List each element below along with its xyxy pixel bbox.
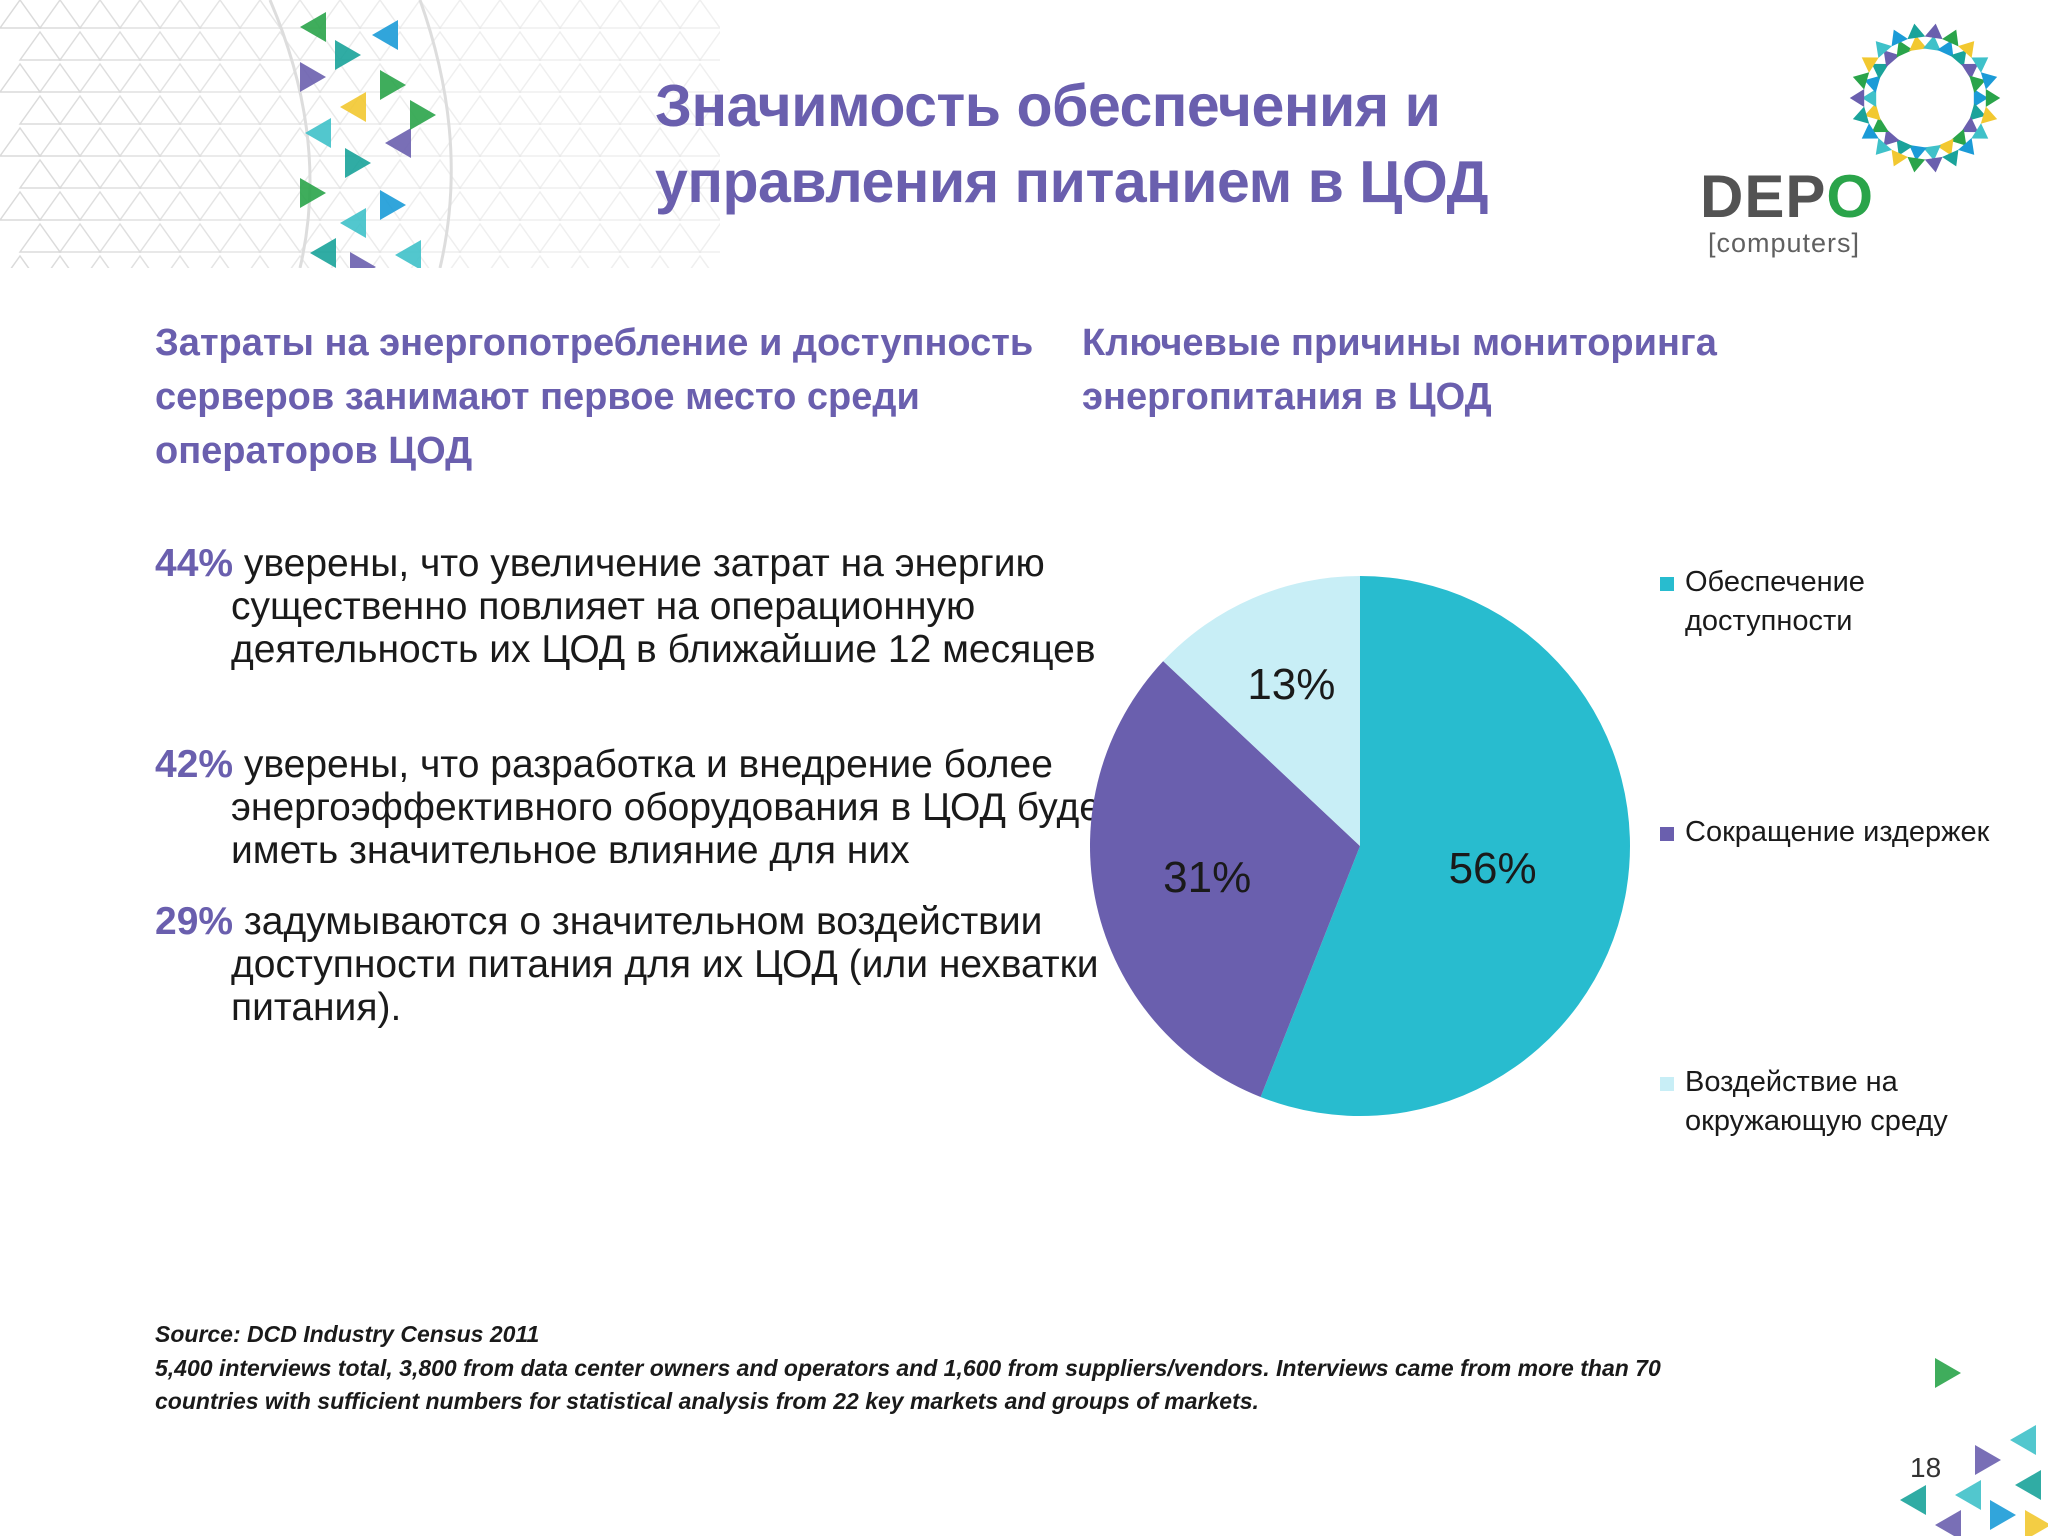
stat-item: 29% задумываются о значительном воздейст…: [155, 900, 1131, 1029]
page-number: 18: [1910, 1452, 1942, 1483]
decorative-pattern: [0, 0, 720, 268]
pie-slice: [1163, 576, 1360, 846]
pie-data-label: 13%: [1247, 660, 1335, 709]
pie-slice: [1260, 576, 1630, 1116]
legend-item: Сокращение издержек: [1660, 813, 2040, 852]
pie-slice: [1090, 661, 1360, 1098]
logo-wordmark-prefix: DEP: [1700, 163, 1827, 230]
source-note: 5,400 interviews total, 3,800 from data …: [155, 1355, 1661, 1414]
stat-percent: 44%: [155, 542, 234, 585]
legend-swatch: [1660, 827, 1674, 841]
stat-text: задумываются о значительном воздействии …: [231, 900, 1099, 1029]
stat-percent: 42%: [155, 743, 234, 786]
legend-label: Воздействие на окружающую среду: [1685, 1066, 1948, 1137]
legend-label: Обеспечение доступности: [1685, 566, 1865, 637]
stat-text: уверены, что увеличение затрат на энерги…: [231, 542, 1096, 671]
pie-chart: 56% 31% 13%: [1090, 576, 1630, 1116]
source-title: Source: DCD Industry Census 2011: [155, 1321, 540, 1347]
stat-item: 44% уверены, что увеличение затрат на эн…: [155, 542, 1131, 671]
slide-title-line-2: управления питанием в ЦОД: [655, 149, 1489, 215]
legend-item: Воздействие на окружающую среду: [1660, 1063, 2040, 1141]
chart-heading: Ключевые причины мониторинга энергопитан…: [1082, 322, 1717, 418]
stat-percent: 29%: [155, 900, 234, 943]
pie-data-label: 31%: [1163, 853, 1251, 902]
logo-wordmark-o: O: [1826, 163, 1875, 230]
pattern-grid: [0, 0, 720, 268]
pie-data-label: 56%: [1449, 844, 1537, 893]
legend-item: Обеспечение доступности: [1660, 563, 2040, 641]
logo-ring-icon: [1849, 23, 2001, 173]
legend-label: Сокращение издержек: [1685, 816, 1990, 848]
stat-item: 42% уверены, что разработка и внедрение …: [155, 743, 1131, 872]
legend-swatch: [1660, 1077, 1674, 1091]
decorative-corner-pattern: [1900, 1358, 2048, 1536]
left-heading: Затраты на энергопотребление и доступнос…: [155, 322, 1034, 472]
legend-swatch: [1660, 577, 1674, 591]
logo-subtitle: [computers]: [1708, 228, 1861, 258]
logo-wordmark: DEPO: [1700, 165, 1874, 229]
stat-text: уверены, что разработка и внедрение боле…: [231, 743, 1118, 872]
slide-title: Значимость обеспечения и управления пита…: [655, 68, 1555, 220]
slide-title-line-1: Значимость обеспечения и: [655, 73, 1441, 139]
